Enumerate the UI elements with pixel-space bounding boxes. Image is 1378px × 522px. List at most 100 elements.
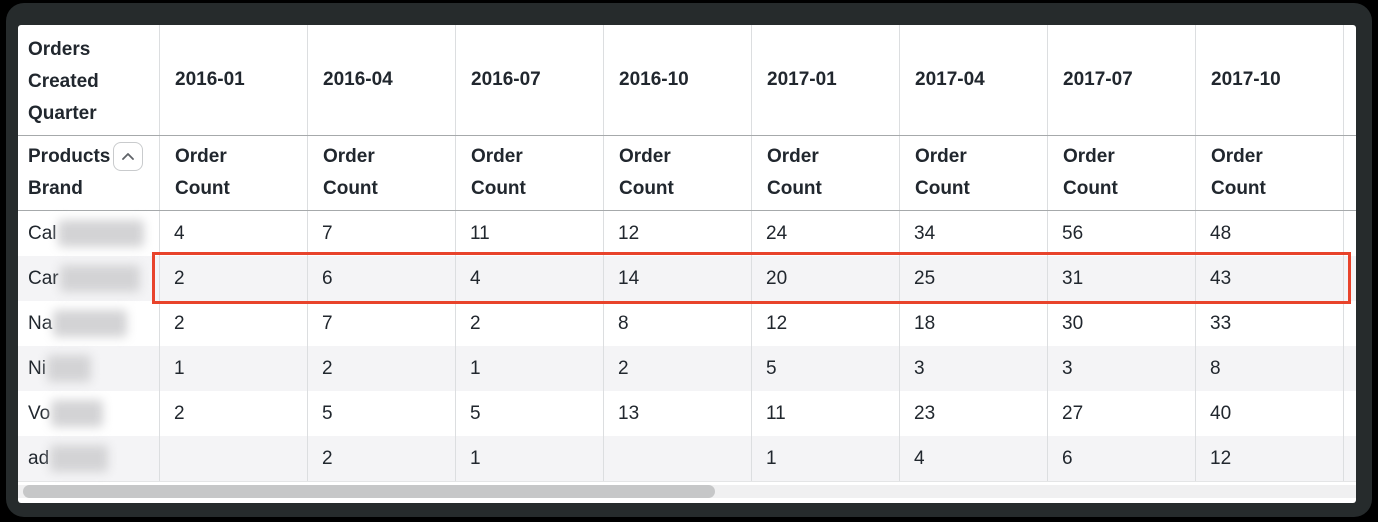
measure-header-cell: Order Count <box>900 136 1048 210</box>
order-count-cell: 31 <box>1048 256 1196 301</box>
measure-header-row: Products Brand Order Count Order Count Ord… <box>18 136 1356 211</box>
brand-prefix: Vo <box>28 402 51 424</box>
brand-cell: Na <box>18 301 160 346</box>
order-count-cell: 1 <box>456 436 604 481</box>
partial-column-cell <box>1344 136 1356 210</box>
brand-prefix: Cal <box>28 222 57 244</box>
row-dimension-label-line2: Brand <box>28 178 83 199</box>
horizontal-scrollbar-thumb[interactable] <box>23 485 715 498</box>
measure-label: Order Count <box>323 146 378 199</box>
measure-label: Order Count <box>1211 146 1266 199</box>
order-count-cell: 30 <box>1048 301 1196 346</box>
partial-column-cell <box>1344 25 1356 135</box>
order-count-cell: 5 <box>752 346 900 391</box>
order-count-cell: 7 <box>308 301 456 346</box>
order-count-cell <box>160 436 308 481</box>
order-count-cell: 2 <box>308 436 456 481</box>
order-count-cell: 2 <box>160 391 308 436</box>
order-count-cell: 4 <box>456 256 604 301</box>
redacted-brand-text <box>46 355 91 382</box>
order-count-cell: 11 <box>456 211 604 256</box>
partial-column-cell <box>1344 256 1356 301</box>
brand-prefix: Na <box>28 312 53 334</box>
order-count-cell: 8 <box>604 301 752 346</box>
order-count-cell: 8 <box>1196 346 1344 391</box>
brand-prefix: ad <box>28 447 50 469</box>
quarter-header-row: Orders Created Quarter 2016-01 2016-04 201… <box>18 25 1356 136</box>
table-row: Cal 4 7 11 12 24 34 56 48 <box>18 211 1356 256</box>
order-count-cell: 7 <box>308 211 456 256</box>
measure-label: Order Count <box>619 146 674 199</box>
measure-header-cell: Order Count <box>604 136 752 210</box>
order-count-cell: 5 <box>456 391 604 436</box>
redacted-brand-text <box>57 220 144 247</box>
order-count-cell: 40 <box>1196 391 1344 436</box>
order-count-cell: 18 <box>900 301 1048 346</box>
measure-label: Order Count <box>175 146 230 199</box>
order-count-cell: 3 <box>1048 346 1196 391</box>
sort-ascending-button[interactable] <box>113 142 144 172</box>
pivot-table: Orders Created Quarter 2016-01 2016-04 201… <box>18 25 1356 503</box>
order-count-cell: 56 <box>1048 211 1196 256</box>
brand-cell: Car <box>18 256 160 301</box>
table-row: Vo 2 5 5 13 11 23 27 40 <box>18 391 1356 436</box>
brand-cell: Ni <box>18 346 160 391</box>
measure-label: Order Count <box>471 146 526 199</box>
quarter-header-cell: 2017-07 <box>1048 25 1196 135</box>
measure-header-cell: Order Count <box>160 136 308 210</box>
order-count-cell: 25 <box>900 256 1048 301</box>
table-row: Ni 1 2 1 2 5 3 3 8 <box>18 346 1356 391</box>
quarter-header-cell: 2016-01 <box>160 25 308 135</box>
order-count-cell: 2 <box>456 301 604 346</box>
order-count-cell: 23 <box>900 391 1048 436</box>
redacted-brand-text <box>51 400 104 427</box>
quarter-header-cell: 2016-07 <box>456 25 604 135</box>
measure-label: Order Count <box>1063 146 1118 199</box>
order-count-cell: 5 <box>308 391 456 436</box>
brand-prefix: Car <box>28 267 59 289</box>
quarter-header-cell: 2017-01 <box>752 25 900 135</box>
order-count-cell: 2 <box>160 301 308 346</box>
partial-column-cell <box>1344 301 1356 346</box>
quarter-header-cell: 2017-04 <box>900 25 1048 135</box>
partial-column-cell <box>1344 211 1356 256</box>
quarter-header-cell: 2016-10 <box>604 25 752 135</box>
order-count-cell: 1 <box>160 346 308 391</box>
order-count-cell: 13 <box>604 391 752 436</box>
partial-column-cell <box>1344 346 1356 391</box>
quarter-header-cell: 2016-04 <box>308 25 456 135</box>
quarter-header-cell: 2017-10 <box>1196 25 1344 135</box>
table-bottom-border <box>18 481 1356 482</box>
corner-header-label: Orders Created Quarter <box>28 39 99 124</box>
measure-label: Order Count <box>767 146 822 199</box>
order-count-cell: 12 <box>604 211 752 256</box>
measure-header-cell: Order Count <box>308 136 456 210</box>
measure-label: Order Count <box>915 146 970 199</box>
table-body: Cal 4 7 11 12 24 34 56 48 Car 2 6 4 14 20 25 31 43 Na 2 7 2 8 1… <box>18 211 1356 481</box>
row-dimension-label-line1: Products <box>28 146 111 167</box>
order-count-cell: 20 <box>752 256 900 301</box>
order-count-cell: 1 <box>456 346 604 391</box>
order-count-cell: 3 <box>900 346 1048 391</box>
redacted-brand-text <box>59 265 140 292</box>
measure-header-cell: Order Count <box>752 136 900 210</box>
order-count-cell: 6 <box>308 256 456 301</box>
order-count-cell: 14 <box>604 256 752 301</box>
order-count-cell: 24 <box>752 211 900 256</box>
chevron-up-icon <box>121 152 135 161</box>
measure-header-cell: Order Count <box>1048 136 1196 210</box>
partial-column-cell <box>1344 391 1356 436</box>
brand-cell: Cal <box>18 211 160 256</box>
horizontal-scrollbar[interactable] <box>18 485 1356 498</box>
order-count-cell: 4 <box>900 436 1048 481</box>
order-count-cell: 11 <box>752 391 900 436</box>
order-count-cell: 2 <box>308 346 456 391</box>
redacted-brand-text <box>53 310 128 337</box>
order-count-cell: 12 <box>752 301 900 346</box>
order-count-cell: 4 <box>160 211 308 256</box>
table-row: Car 2 6 4 14 20 25 31 43 <box>18 256 1356 301</box>
order-count-cell: 2 <box>604 346 752 391</box>
window-frame: Orders Created Quarter 2016-01 2016-04 201… <box>6 3 1372 517</box>
order-count-cell: 1 <box>752 436 900 481</box>
